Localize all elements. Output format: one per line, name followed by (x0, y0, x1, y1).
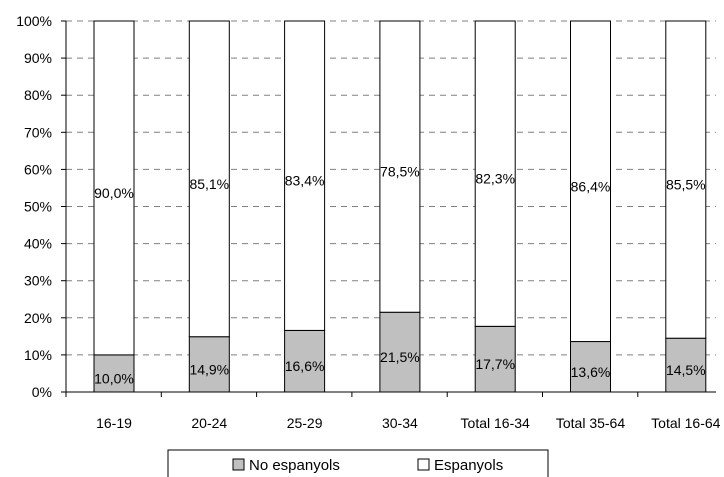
data-label-espanyols: 85,1% (189, 176, 229, 192)
bar-segment-espanyols (570, 20, 611, 343)
x-axis-tick-labels: 16-19 20-24 25-29 30-34 Total 16-34 Total 35-… (96, 415, 721, 431)
bar-segment-no-espanyols (284, 329, 326, 393)
data-label-no-espanyols: 13,6% (571, 364, 611, 380)
y-tick-label: 20% (24, 310, 52, 326)
axes (61, 20, 716, 397)
y-axis-tick-labels: 0% 10% 20% 30% 40% 50% 60% 70% 80% 90% 100% (16, 13, 52, 400)
x-tick-label: Total 16-34 (461, 415, 530, 431)
y-tick-label: 90% (24, 50, 52, 66)
data-label-no-espanyols: 14,9% (189, 361, 229, 377)
y-tick-label: 100% (16, 13, 52, 29)
y-tick-label: 60% (24, 161, 52, 177)
x-tick-label: Total 35-64 (556, 415, 625, 431)
y-tick-label: 40% (24, 236, 52, 252)
legend-box (167, 449, 549, 477)
bar-segment-espanyols (379, 20, 421, 313)
x-tick-label: 30-34 (382, 415, 418, 431)
bar-segment-espanyols (93, 20, 135, 356)
bar-segment-espanyols (284, 20, 326, 331)
y-tick-label: 80% (24, 87, 52, 103)
bar-segment-espanyols (188, 20, 230, 338)
y-tick-label: 30% (24, 273, 52, 289)
legend-swatch-espanyols (417, 458, 430, 471)
data-label-no-espanyols: 21,5% (380, 349, 420, 365)
y-tick-label: 10% (24, 347, 52, 363)
data-label-no-espanyols: 14,5% (666, 362, 706, 378)
y-tick-label: 50% (24, 199, 52, 215)
data-label-no-espanyols: 16,6% (285, 358, 325, 374)
data-label-espanyols: 85,5% (666, 177, 706, 193)
x-tick-label: 16-19 (96, 415, 132, 431)
bar-segment-no-espanyols (188, 336, 230, 393)
x-tick-label: 20-24 (191, 415, 227, 431)
legend-label-espanyols: Espanyols (434, 457, 503, 474)
legend-swatch-no-espanyols (232, 458, 245, 471)
legend: No espanyols Espanyols (167, 449, 549, 477)
data-label-espanyols: 86,4% (571, 178, 611, 194)
bar-segment-no-espanyols (570, 341, 611, 393)
y-tick-label: 70% (24, 124, 52, 140)
bar-segment-no-espanyols (665, 337, 707, 393)
legend-label-no-espanyols: No espanyols (249, 457, 340, 474)
data-label-espanyols: 83,4% (285, 173, 325, 189)
x-tick-label: 25-29 (287, 415, 323, 431)
bars (93, 20, 707, 393)
bar-segment-espanyols (665, 20, 707, 339)
data-label-espanyols: 78,5% (380, 164, 420, 180)
bar-segment-no-espanyols (93, 354, 135, 393)
data-label-no-espanyols: 10,0% (94, 370, 134, 386)
data-label-no-espanyols: 17,7% (475, 356, 515, 372)
data-labels: 10,0% 90,0% 14,9% 85,1% 16,6% 83,4% 21,5% 78,5%… (94, 164, 706, 387)
data-label-espanyols: 90,0% (94, 185, 134, 201)
y-tick-label: 0% (32, 384, 52, 400)
x-tick-label: Total 16-64 (651, 415, 720, 431)
bar-segment-espanyols (474, 20, 516, 327)
data-label-espanyols: 82,3% (475, 171, 515, 187)
